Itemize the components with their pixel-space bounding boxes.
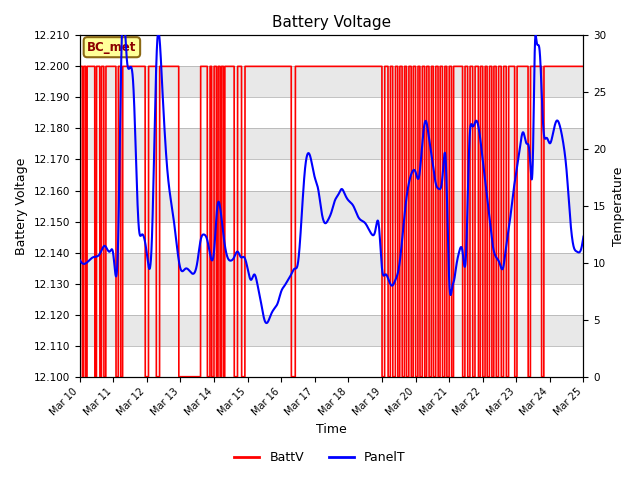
- Bar: [79, 315, 584, 346]
- X-axis label: Time: Time: [316, 423, 347, 436]
- Bar: [79, 284, 584, 315]
- Bar: [79, 36, 584, 66]
- Text: BC_met: BC_met: [87, 41, 136, 54]
- Bar: [79, 191, 584, 222]
- Bar: [79, 346, 584, 377]
- Bar: [79, 66, 584, 97]
- Title: Battery Voltage: Battery Voltage: [272, 15, 391, 30]
- Legend: BattV, PanelT: BattV, PanelT: [229, 446, 411, 469]
- Bar: [79, 252, 584, 284]
- Bar: [79, 129, 584, 159]
- Y-axis label: Battery Voltage: Battery Voltage: [15, 157, 28, 255]
- Y-axis label: Temperature: Temperature: [612, 167, 625, 246]
- Bar: [79, 222, 584, 252]
- Bar: [79, 159, 584, 191]
- Bar: [79, 97, 584, 129]
